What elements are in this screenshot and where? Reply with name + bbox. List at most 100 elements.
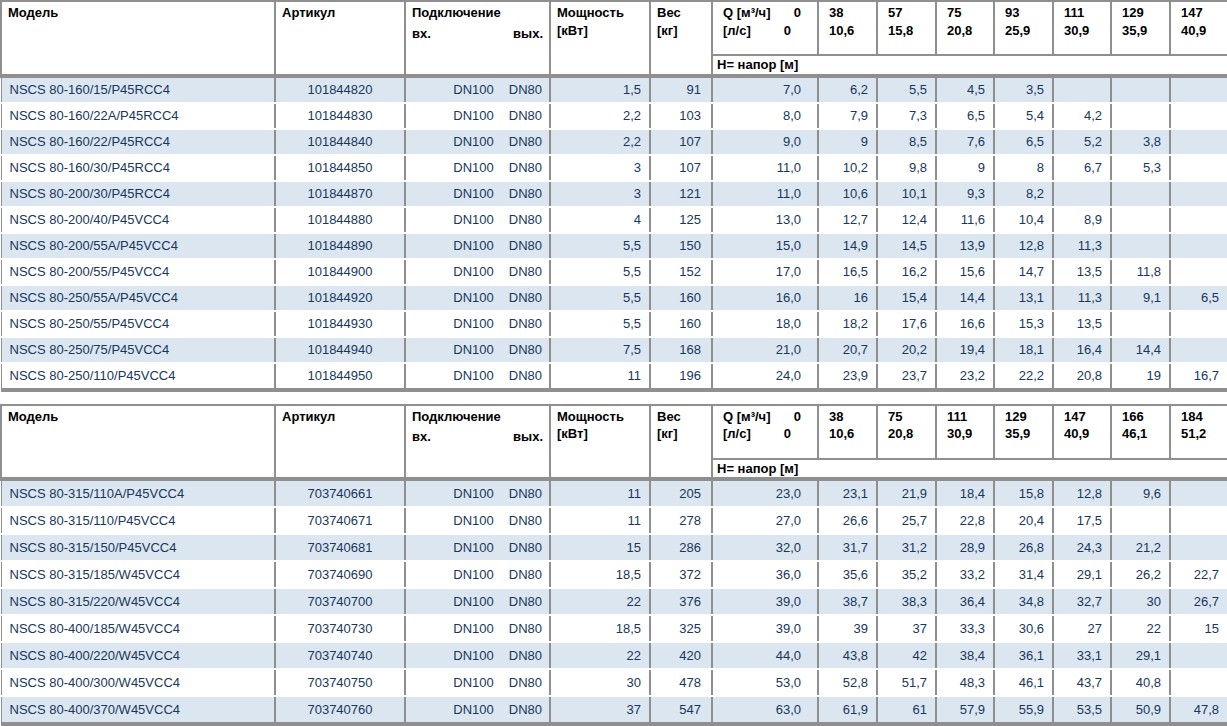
head-cell: 23,7 [877, 363, 936, 390]
dn-out-value: DN80 [509, 160, 542, 175]
head-cell: 15,8 [994, 479, 1053, 507]
model-cell: NSCS 80-315/150/P45VCC4 [1, 534, 275, 561]
head-cell: 36,1 [994, 642, 1053, 669]
header-row: Модель Артикул Подключение вх. вых. Мощн… [1, 1, 1227, 55]
dn-out-value: DN80 [509, 675, 542, 690]
model-cell: NSCS 80-250/110/P45VCC4 [1, 363, 275, 390]
dn-out-value: DN80 [509, 238, 542, 253]
head-cell: 35,2 [877, 561, 936, 588]
article-cell: 101844870 [275, 181, 405, 207]
connection-values: DN100DN80 [412, 212, 543, 227]
dn-out-value: DN80 [509, 316, 542, 331]
model-cell: NSCS 80-250/75/P45VCC4 [1, 337, 275, 363]
head-cell: 9,8 [877, 155, 936, 181]
head-cell: 23,2 [936, 363, 994, 390]
connection-cell: DN100DN80 [405, 129, 550, 155]
head-cell: 36,4 [936, 588, 994, 615]
dn-out-value: DN80 [509, 594, 542, 609]
head-cell: 7,0 [712, 76, 818, 103]
head-cell: 5,5 [877, 76, 936, 103]
table-row: NSCS 80-200/30/P45RCC4101844870DN100DN80… [1, 181, 1227, 207]
head-cell: 3,8 [1111, 129, 1170, 155]
head-cell: 13,5 [1053, 311, 1111, 337]
connection-cell: DN100DN80 [405, 337, 550, 363]
flow-ls-zero: 0 [784, 22, 791, 40]
power-cell: 3 [550, 155, 650, 181]
model-cell: NSCS 80-400/370/W45VCC4 [1, 696, 275, 724]
connection-cell: DN100DN80 [405, 103, 550, 129]
head-cell [1111, 311, 1170, 337]
head-cell: 12,8 [1053, 479, 1111, 507]
head-cell: 11,0 [712, 181, 818, 207]
head-cell [1170, 642, 1227, 669]
q-column-header: 3810,6 [818, 405, 877, 459]
connection-values: DN100DN80 [412, 702, 543, 717]
head-cell: 63,0 [712, 696, 818, 724]
article-cell: 101844850 [275, 155, 405, 181]
head-cell: 16 [818, 285, 877, 311]
q-column-header: 18451,2 [1170, 405, 1227, 459]
head-cell: 28,9 [936, 534, 994, 561]
pump-table-2: Модель Артикул Подключение вх. вых. Мощн… [0, 404, 1227, 726]
head-cell: 14,5 [877, 233, 936, 259]
connection-cell: DN100DN80 [405, 507, 550, 534]
weight-cell: 107 [650, 129, 712, 155]
head-cell: 14,4 [936, 285, 994, 311]
head-cell: 9,1 [1111, 285, 1170, 311]
article-cell: 703740730 [275, 615, 405, 642]
connection-cell: DN100 DN80 [405, 669, 550, 696]
head-cell: 18,2 [818, 311, 877, 337]
article-cell: 101844930 [275, 311, 405, 337]
weight-cell: 372 [650, 561, 712, 588]
table-body: NSCS 80-315/110A/P45VCC4703740661DN100DN… [1, 479, 1227, 724]
connection-values: DN100DN80 [412, 567, 543, 582]
head-cell: 21,9 [877, 479, 936, 507]
pump-table-1: Модель Артикул Подключение вх. вых. Мощн… [0, 0, 1227, 392]
head-cell: 10,4 [994, 207, 1053, 233]
weight-cell: 125 [650, 207, 712, 233]
model-cell: NSCS 80-200/30/P45RCC4 [1, 181, 275, 207]
power-cell: 7,5 [550, 337, 650, 363]
weight-cell: 91 [650, 76, 712, 103]
table-row: NSCS 80-160/22A/P45RCC4101844830DN100DN8… [1, 103, 1227, 129]
power-cell: 30 [550, 669, 650, 696]
connection-header-label: Подключение [412, 408, 545, 426]
pump-spec-table: Модель Артикул Подключение вх. вых. Мощн… [0, 404, 1227, 726]
dn-in-value: DN100 [453, 342, 493, 357]
connection-values: DN100DN80 [412, 108, 543, 123]
head-cell [1053, 76, 1111, 103]
flow-ls-zero: 0 [784, 425, 791, 443]
dn-in-value: DN100 [453, 238, 493, 253]
head-cell: 17,6 [877, 311, 936, 337]
head-cell: 7,3 [877, 103, 936, 129]
head-cell: 36,0 [712, 561, 818, 588]
head-cell [1170, 311, 1227, 337]
head-cell: 27 [1053, 615, 1111, 642]
head-cell: 16,0 [712, 285, 818, 311]
weight-cell: 121 [650, 181, 712, 207]
head-cell: 8 [994, 155, 1053, 181]
dn-out-value: DN80 [509, 212, 542, 227]
q-column-header: 14740,9 [1170, 1, 1227, 55]
dn-in-value: DN100 [453, 186, 493, 201]
head-cell: 7,9 [818, 103, 877, 129]
table-row: NSCS 80-315/110/P45VCC4703740671DN100DN8… [1, 507, 1227, 534]
head-cell: 21,2 [1111, 534, 1170, 561]
dn-in-value: DN100 [453, 264, 493, 279]
article-header: Артикул [275, 405, 405, 480]
dn-out-value: DN80 [509, 540, 542, 555]
connection-values: DN100DN80 [412, 486, 543, 501]
connection-values: DN100DN80 [412, 648, 543, 663]
weight-cell: 205 [650, 479, 712, 507]
head-row-label: Н= напор [м] [712, 459, 1227, 480]
power-header: Мощность [кВт] [550, 405, 650, 480]
power-cell: 11 [550, 507, 650, 534]
dn-in-value: DN100 [453, 675, 493, 690]
head-cell: 24,3 [1053, 534, 1111, 561]
article-cell: 703740700 [275, 588, 405, 615]
connection-cell: DN100DN80 [405, 311, 550, 337]
head-cell: 9 [936, 155, 994, 181]
head-cell: 12,7 [818, 207, 877, 233]
q-column-header: 14740,9 [1053, 405, 1111, 459]
head-cell: 7,6 [936, 129, 994, 155]
